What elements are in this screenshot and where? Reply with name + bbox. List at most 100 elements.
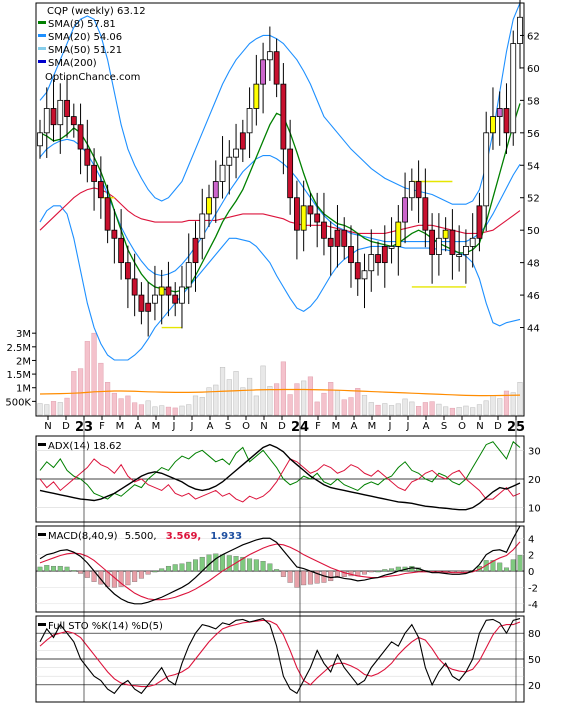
macd-histogram-bar [280, 570, 286, 577]
macd-histogram-bar [118, 570, 124, 587]
macd-histogram-bar [307, 570, 313, 585]
macd-histogram-bar [334, 570, 340, 578]
volume-bar [476, 404, 483, 416]
candle-body [91, 164, 97, 182]
price-tick-label: 56 [527, 129, 540, 140]
macd-histogram-bar [463, 570, 469, 573]
adx-legend: ADX(14) 18.62 [38, 441, 122, 452]
price-tick-label: 60 [527, 64, 540, 75]
candle-body [402, 197, 408, 223]
x-tick-label: S [225, 421, 231, 432]
macd-histogram-bar [125, 570, 131, 586]
candle-body [199, 213, 206, 239]
volume-bar [382, 403, 388, 416]
macd-histogram-bar [51, 565, 57, 572]
macd-histogram-bar [165, 565, 171, 572]
candle-body [104, 197, 111, 231]
volume-bar [179, 405, 185, 416]
volume-bar [510, 392, 516, 416]
macd-histogram-bar [247, 558, 253, 572]
candle-body [226, 156, 233, 166]
adx-tick-label: 30 [528, 446, 541, 457]
macd-tick-label: 2 [528, 551, 534, 562]
volume-tick-label: 3M [16, 329, 31, 340]
legend-swatch-sma50 [38, 47, 46, 50]
volume-bar [490, 395, 496, 416]
macd-histogram-bar [220, 554, 226, 572]
x-tick-label: M [332, 421, 341, 432]
candle-body [57, 99, 64, 126]
x-tick-label: D [62, 421, 70, 432]
legend-sma20: SMA(20) 54.06 [48, 32, 122, 43]
volume-bar [294, 383, 300, 416]
x-tick-label: M [116, 421, 125, 432]
candle-body [152, 294, 158, 304]
x-tick-label: N [260, 421, 267, 432]
sto-title: Full STO %K(14) %D(5) [48, 621, 163, 632]
candle-body [354, 262, 361, 280]
volume-bar [138, 404, 144, 416]
macd-histogram-bar [389, 568, 395, 572]
candle-body [138, 294, 145, 312]
legend-swatch-sma20 [38, 34, 46, 37]
macd-histogram-bar [193, 559, 198, 572]
macd-histogram-bar [490, 560, 496, 572]
macd-histogram-bar [159, 568, 165, 572]
adx-tick-label: 10 [528, 504, 541, 515]
x-tick-label: J [190, 421, 194, 432]
candle-body [307, 205, 314, 215]
macd-tick-label: 4 [528, 534, 534, 545]
volume-bar [98, 362, 104, 416]
volume-bar [132, 402, 138, 416]
macd-histogram-bar [98, 570, 104, 585]
candle-body [253, 83, 260, 109]
macd-histogram-bar [186, 561, 192, 572]
volume-bar [436, 403, 442, 416]
volume-bar [321, 392, 327, 416]
macd-tick-label: 0 [528, 567, 534, 578]
candle-body [490, 116, 496, 134]
candle-body [43, 108, 50, 134]
macd-swatch [38, 533, 46, 536]
macd-histogram-bar [510, 559, 516, 572]
candle-body [145, 302, 152, 312]
macd-histogram-bar [517, 555, 523, 572]
candle-body [294, 197, 300, 231]
volume-bar [37, 403, 43, 416]
volume-bar [118, 398, 124, 416]
candle-body [381, 246, 388, 264]
candle-body [165, 286, 172, 296]
candle-body [131, 278, 138, 296]
x-tick-label: O [242, 421, 250, 432]
volume-tick-label: 2M [16, 356, 31, 367]
candle-body [348, 246, 354, 264]
volume-bar [159, 405, 165, 416]
volume-bar [416, 406, 422, 416]
macd-value: 5.500, [125, 531, 157, 542]
candle-body [50, 108, 57, 126]
macd-histogram-bar [382, 569, 388, 572]
sto-tick-label: 80 [528, 629, 541, 640]
macd-histogram-bar [172, 564, 178, 572]
candle-body [158, 286, 165, 296]
volume-bar [375, 404, 381, 416]
x-tick-label: J [388, 421, 392, 432]
volume-bar [192, 395, 199, 416]
candle-body [118, 237, 125, 264]
candle-body [97, 181, 104, 199]
volume-bar [328, 382, 334, 416]
macd-name: MACD(8,40,9) [48, 531, 118, 542]
volume-bar [199, 397, 205, 416]
candle-body [361, 270, 368, 280]
legend-sma8: SMA(8) 57.81 [48, 19, 116, 30]
volume-tick-label: 1.5M [6, 370, 31, 381]
candle-body [280, 83, 287, 150]
volume-bar [287, 394, 293, 416]
volume-tick-label: 2.5M [6, 343, 31, 354]
macd-histogram-bar [64, 566, 70, 572]
candle-body [219, 164, 226, 182]
volume-bar [84, 341, 90, 416]
macd-tick-label: -4 [528, 600, 538, 611]
volume-bar [334, 390, 341, 416]
volume-bar [470, 407, 476, 416]
